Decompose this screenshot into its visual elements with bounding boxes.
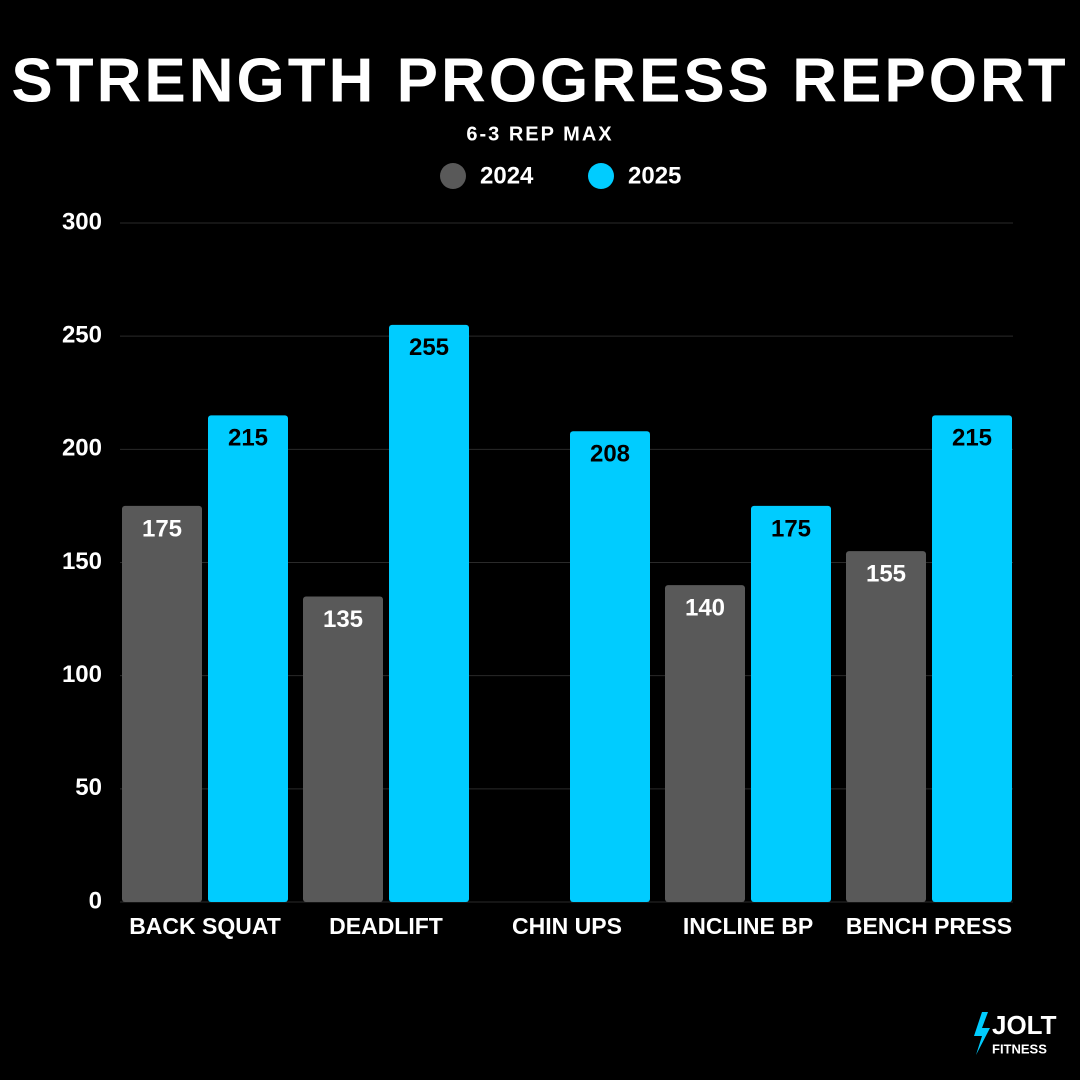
logo-bolt	[974, 1012, 990, 1055]
legend-label: 2025	[628, 162, 681, 189]
bar	[751, 505, 831, 902]
y-tick-label: 300	[62, 208, 102, 235]
legend-label: 2024	[480, 162, 534, 189]
data-label: 255	[409, 334, 449, 361]
chart-title: STRENGTH PROGRESS REPORT	[11, 46, 1068, 115]
bar	[665, 585, 745, 902]
data-label: 155	[866, 561, 906, 588]
y-tick-label: 150	[62, 548, 102, 575]
y-tick-label: 200	[62, 435, 102, 462]
y-tick-label: 100	[62, 661, 102, 688]
data-label: 208	[590, 441, 630, 468]
bar	[846, 551, 926, 902]
bar	[570, 431, 650, 902]
data-label: 135	[323, 606, 363, 633]
y-tick-label: 0	[89, 887, 102, 914]
logo: JOLT FITNESS	[974, 1010, 1057, 1056]
data-label: 140	[685, 594, 725, 621]
bar	[303, 596, 383, 902]
bar	[932, 415, 1012, 902]
x-tick-label: CHIN UPS	[512, 913, 622, 939]
bar	[208, 415, 288, 902]
data-label: 215	[228, 425, 268, 452]
y-tick-label: 50	[75, 774, 102, 801]
y-tick-label: 250	[62, 322, 102, 349]
data-label: 215	[952, 425, 992, 452]
data-label: 175	[142, 515, 182, 542]
x-tick-label: BACK SQUAT	[129, 913, 281, 939]
x-tick-label: INCLINE BP	[683, 913, 813, 939]
logo-name: JOLT	[992, 1010, 1057, 1040]
bar	[389, 324, 469, 903]
x-tick-label: DEADLIFT	[329, 913, 443, 939]
bar	[122, 505, 202, 902]
x-tick-label: BENCH PRESS	[846, 913, 1012, 939]
logo-tagline: FITNESS	[992, 1041, 1047, 1056]
chart-subtitle: 6-3 REP MAX	[466, 123, 613, 145]
data-label: 175	[771, 515, 811, 542]
legend-swatch	[440, 163, 466, 189]
legend-swatch	[588, 163, 614, 189]
